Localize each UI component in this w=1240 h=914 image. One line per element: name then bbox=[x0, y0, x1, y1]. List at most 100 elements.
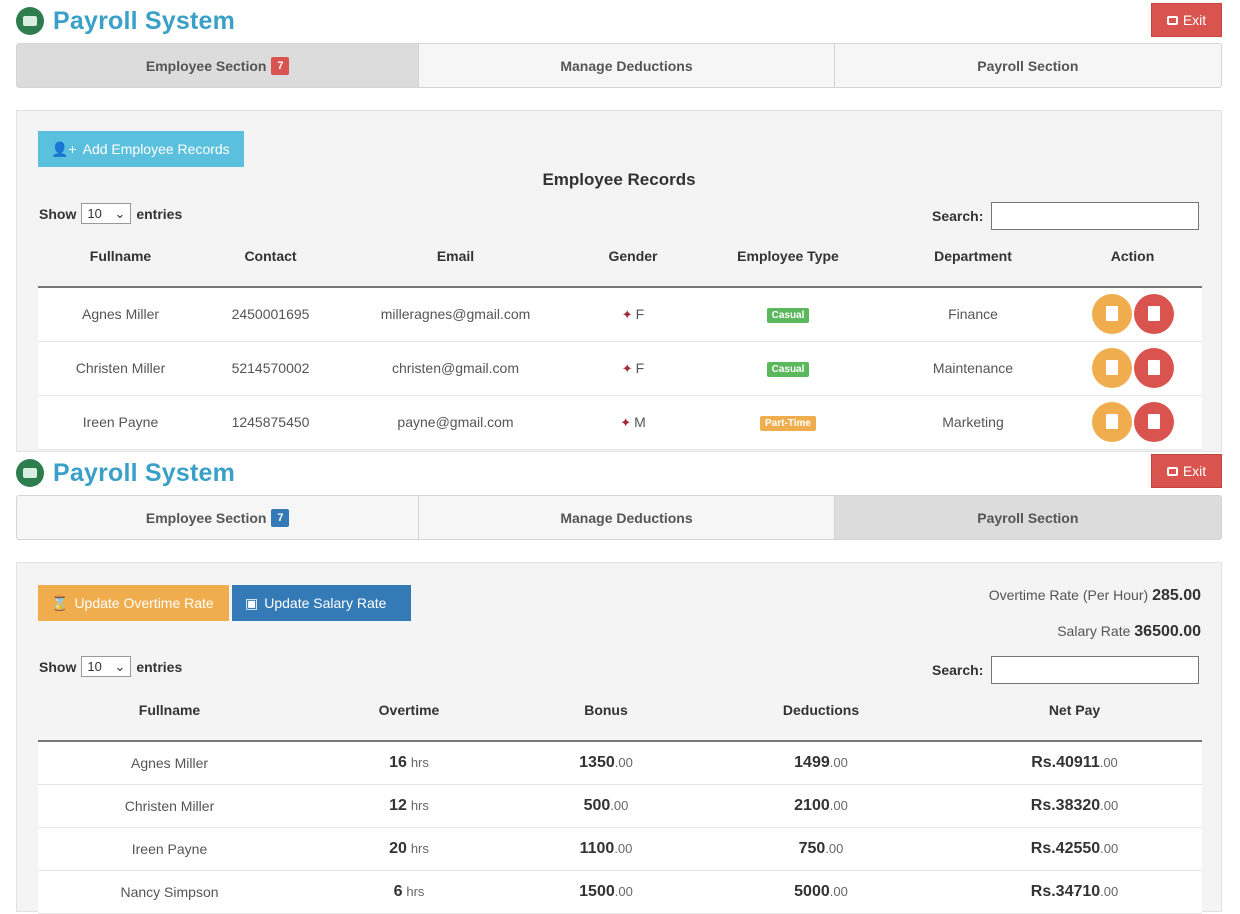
edit-button[interactable] bbox=[1091, 402, 1132, 442]
deductions-value: 2100 bbox=[794, 796, 830, 814]
deductions-decimal: .00 bbox=[829, 754, 848, 770]
overtime-unit: hrs bbox=[410, 754, 429, 770]
col-overtime[interactable]: Overtime bbox=[301, 679, 517, 742]
tab-employee-section[interactable]: Employee Section 7 bbox=[17, 44, 420, 87]
tab-label: Employee Section bbox=[145, 509, 267, 526]
deductions-decimal: .00 bbox=[829, 883, 848, 899]
cell-gender: ✦ F bbox=[573, 341, 693, 396]
entries-select[interactable]: 10 ⌄ bbox=[81, 203, 132, 224]
table-row: Agnes Miller 16 hrs 1350.00 1499.00 Rs.4… bbox=[38, 741, 1202, 785]
cell-overtime: 16 hrs bbox=[301, 741, 517, 785]
col-net-pay[interactable]: Net Pay bbox=[947, 679, 1202, 742]
cell-deductions: 750.00 bbox=[695, 827, 947, 871]
sign-out-icon bbox=[1166, 466, 1178, 476]
search-label: Search: bbox=[932, 208, 984, 224]
money-icon: ▣ bbox=[245, 594, 259, 611]
bonus-value: 1350 bbox=[579, 753, 615, 771]
col-gender[interactable]: Gender bbox=[573, 225, 693, 288]
cell-net-pay: Rs.38320.00 bbox=[947, 784, 1202, 828]
bonus-value: 1100 bbox=[579, 839, 615, 857]
net-pay-decimal: .00 bbox=[1100, 840, 1119, 856]
overtime-button-label: Update Overtime Rate bbox=[74, 595, 214, 611]
entries-value: 10 bbox=[87, 659, 102, 674]
payroll-logo-icon bbox=[16, 459, 44, 487]
tab-label: Payroll Section bbox=[977, 57, 1079, 74]
net-pay-decimal: .00 bbox=[1100, 797, 1119, 813]
cell-bonus: 1100.00 bbox=[517, 827, 695, 871]
gender-value: F bbox=[635, 359, 645, 376]
col-deductions[interactable]: Deductions bbox=[695, 679, 947, 742]
chevron-down-icon: ⌄ bbox=[114, 658, 126, 674]
table-header-row: Fullname Contact Email Gender Employee T… bbox=[38, 225, 1202, 288]
tab-payroll-section[interactable]: Payroll Section bbox=[834, 496, 1221, 539]
cell-net-pay: Rs.40911.00 bbox=[947, 741, 1202, 785]
col-fullname[interactable]: Fullname bbox=[38, 679, 301, 742]
chevron-down-icon: ⌄ bbox=[114, 205, 126, 221]
delete-button[interactable] bbox=[1133, 402, 1174, 442]
show-entries-control: Show 10 ⌄ entries bbox=[39, 203, 182, 224]
cell-fullname: Nancy Simpson bbox=[38, 870, 301, 914]
overtime-rate-value: 285.00 bbox=[1152, 587, 1201, 604]
col-employee-type[interactable]: Employee Type bbox=[693, 225, 883, 288]
entries-select[interactable]: 10 ⌄ bbox=[81, 656, 132, 677]
cell-deductions: 2100.00 bbox=[695, 784, 947, 828]
employee-type-badge: Casual bbox=[766, 308, 810, 324]
bonus-decimal: .00 bbox=[614, 840, 633, 856]
update-overtime-rate-button[interactable]: ⌛ Update Overtime Rate bbox=[38, 585, 229, 621]
deductions-value: 5000 bbox=[794, 882, 830, 900]
update-salary-rate-button[interactable]: ▣ Update Salary Rate bbox=[232, 585, 411, 621]
delete-button[interactable] bbox=[1133, 294, 1174, 335]
cell-fullname: Ireen Payne bbox=[38, 827, 301, 871]
trash-icon bbox=[1147, 306, 1160, 322]
tab-employee-section[interactable]: Employee Section 7 bbox=[17, 496, 420, 539]
deductions-decimal: .00 bbox=[825, 840, 844, 856]
col-fullname[interactable]: Fullname bbox=[38, 225, 203, 288]
tab-payroll-section[interactable]: Payroll Section bbox=[835, 44, 1221, 87]
entries-label: entries bbox=[136, 658, 183, 675]
delete-button[interactable] bbox=[1133, 348, 1174, 388]
records-title: Employee Records bbox=[542, 170, 696, 189]
entries-label: entries bbox=[136, 205, 183, 222]
col-contact[interactable]: Contact bbox=[203, 225, 338, 288]
gender-value: F bbox=[635, 305, 645, 322]
overtime-unit: hrs bbox=[406, 883, 425, 899]
sign-out-icon bbox=[1166, 15, 1178, 25]
edit-button[interactable] bbox=[1091, 294, 1132, 335]
tab-manage-deductions[interactable]: Manage Deductions bbox=[419, 496, 835, 539]
cell-net-pay: Rs.34710.00 bbox=[947, 870, 1202, 914]
app-header: Payroll System bbox=[16, 4, 235, 38]
cell-department: Marketing bbox=[883, 395, 1063, 450]
main-tabs: Employee Section 7 Manage Deductions Pay… bbox=[16, 495, 1222, 540]
cell-net-pay: Rs.42550.00 bbox=[947, 827, 1202, 871]
cell-gender: ✦ F bbox=[573, 287, 693, 342]
cell-overtime: 6 hrs bbox=[301, 870, 517, 914]
tab-label: Payroll Section bbox=[977, 509, 1079, 526]
tab-manage-deductions[interactable]: Manage Deductions bbox=[419, 44, 835, 87]
overtime-value: 16 bbox=[389, 753, 407, 771]
net-pay-decimal: .00 bbox=[1100, 883, 1119, 899]
col-bonus[interactable]: Bonus bbox=[517, 679, 695, 742]
employee-section-view: Payroll System Exit Employee Section 7 M… bbox=[0, 0, 1240, 452]
exit-button[interactable]: Exit bbox=[1151, 454, 1222, 488]
overtime-value: 6 bbox=[393, 882, 403, 900]
exit-button[interactable]: Exit bbox=[1151, 3, 1222, 37]
col-action: Action bbox=[1063, 225, 1202, 288]
edit-button[interactable] bbox=[1091, 348, 1132, 388]
col-department[interactable]: Department bbox=[883, 225, 1063, 288]
table-row: Ireen Payne 20 hrs 1100.00 750.00 Rs.425… bbox=[38, 827, 1202, 871]
bonus-decimal: .00 bbox=[614, 754, 633, 770]
cell-contact: 2450001695 bbox=[203, 287, 338, 342]
col-email[interactable]: Email bbox=[338, 225, 573, 288]
cell-contact: 1245875450 bbox=[203, 395, 338, 450]
overtime-unit: hrs bbox=[410, 797, 429, 813]
employee-type-badge: Part-Time bbox=[760, 416, 816, 431]
cell-deductions: 5000.00 bbox=[695, 870, 947, 914]
add-employee-button[interactable]: 👤+ Add Employee Records bbox=[38, 131, 244, 167]
tab-label: Employee Section bbox=[145, 57, 267, 74]
table-header-row: Fullname Overtime Bonus Deductions Net P… bbox=[38, 679, 1202, 742]
net-pay-value: Rs.40911 bbox=[1031, 753, 1100, 771]
main-tabs: Employee Section 7 Manage Deductions Pay… bbox=[16, 43, 1222, 88]
net-pay-value: Rs.34710 bbox=[1030, 882, 1101, 900]
exit-label: Exit bbox=[1182, 463, 1207, 479]
app-title: Payroll System bbox=[53, 458, 236, 487]
